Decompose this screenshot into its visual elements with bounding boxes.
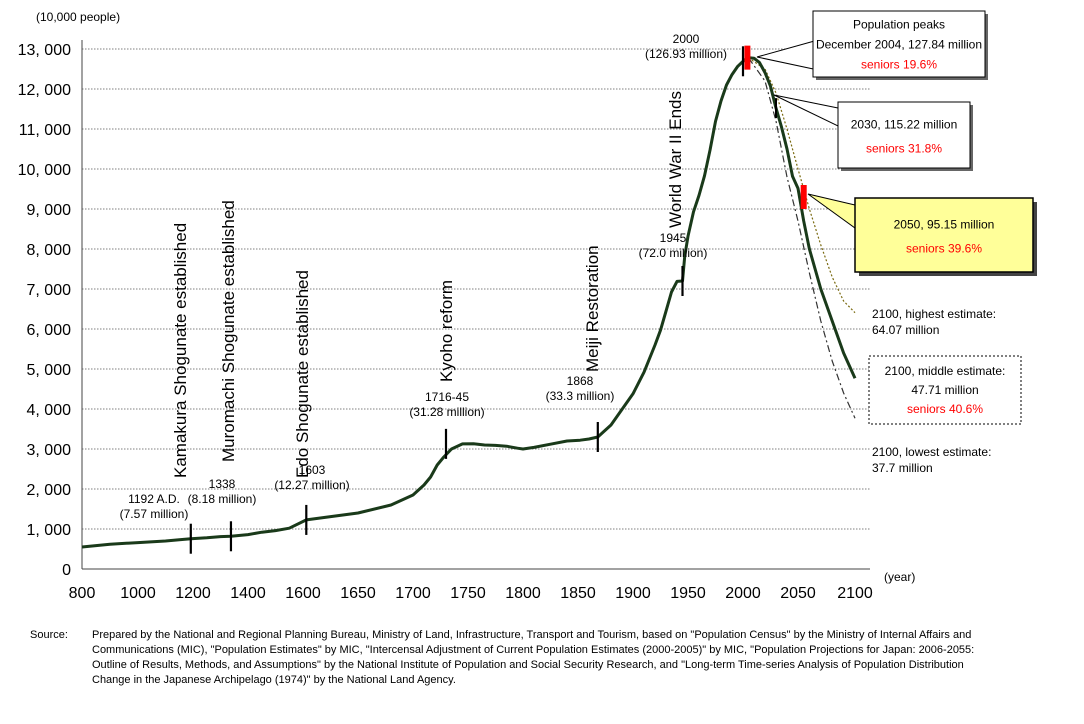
x-tick-label: 1700 [395, 585, 431, 602]
y-tick-label: 13, 000 [18, 42, 71, 59]
x-tick-label: 800 [69, 585, 96, 602]
annotation-text: Population peaks [853, 17, 945, 31]
event-label: Kamakura Shogunate established [171, 223, 190, 478]
callout-pointer [807, 193, 856, 229]
y-tick-label: 1, 000 [27, 522, 72, 539]
red-marker [800, 185, 807, 209]
y-tick-label: 11, 000 [19, 122, 71, 139]
x-tick-label: 1850 [560, 585, 596, 602]
y-tick-label: 10, 000 [18, 162, 71, 179]
x-tick-label: 1900 [615, 585, 651, 602]
annotation-seniors: seniors 39.6% [906, 241, 982, 255]
annotation-seniors: seniors 31.8% [866, 141, 942, 155]
x-tick-label: 1800 [505, 585, 541, 602]
y-tick-label: 4, 000 [27, 402, 72, 419]
event-note: 1945 [660, 231, 687, 245]
callout-pointer [756, 39, 819, 71]
x-tick-label: 1000 [120, 585, 156, 602]
y-tick-label: 3, 000 [27, 442, 72, 459]
y-tick-label: 9, 000 [27, 202, 72, 219]
event-label: World War II Ends [666, 91, 685, 228]
event-note: (7.57 million) [120, 507, 189, 521]
y-tick-label: 6, 000 [27, 322, 72, 339]
event-note: (12.27 million) [274, 478, 349, 492]
x-tick-label: 1950 [670, 585, 706, 602]
annotation-box [854, 197, 1034, 273]
source-text: Prepared by the National and Regional Pl… [92, 629, 975, 686]
annotation-text: 47.71 million [911, 383, 978, 397]
source-label: Source: [30, 629, 68, 641]
x-tick-label: 1750 [450, 585, 486, 602]
annotation-box [837, 101, 971, 169]
x-tick-label: 2100 [837, 585, 873, 602]
high-estimate-line [748, 57, 856, 314]
main-population-line [81, 56, 857, 549]
y-tick-label: 0 [62, 562, 71, 579]
population-chart: 0 1, 000 2, 000 3, 000 4, 000 5, 000 6, 000 7, … [18, 10, 1037, 602]
red-marker [744, 45, 751, 70]
x-tick-label: 1400 [230, 585, 266, 602]
low-estimate-line [748, 57, 856, 419]
annotation-text: 2050, 95.15 million [894, 217, 995, 231]
event-note: 1716-45 [425, 390, 469, 404]
event-label: Edo Shogunate established [293, 270, 312, 478]
event-label: Meiji Restoration [583, 245, 602, 372]
y-tick-label: 7, 000 [27, 282, 72, 299]
x-unit-label: (year) [884, 570, 915, 584]
event-note: 1338 [209, 477, 236, 491]
annotation-text: 2100, highest estimate: [872, 307, 996, 321]
event-label: Muromachi Shogunate established [219, 200, 238, 462]
event-note: (33.3 million) [546, 389, 615, 403]
x-tick-label: 2050 [780, 585, 816, 602]
event-note: (126.93 million) [645, 47, 727, 61]
annotation-text: 2030, 115.22 million [851, 117, 958, 131]
event-note: 1603 [299, 463, 326, 477]
x-tick-label: 1200 [175, 585, 211, 602]
annotation-text: 37.7 million [872, 461, 933, 475]
y-tick-label: 2, 000 [27, 482, 72, 499]
x-tick-label: 2000 [725, 585, 761, 602]
callout-pointer [773, 94, 839, 127]
event-note: 1192 A.D. [128, 492, 180, 506]
annotation-box [868, 355, 1022, 425]
event-note: (8.18 million) [188, 492, 257, 506]
event-note: (31.28 million) [409, 405, 484, 419]
event-label: Kyoho reform [437, 280, 456, 382]
annotation-seniors: seniors 19.6% [861, 57, 937, 71]
annotation-text: December 2004, 127.84 million [816, 37, 982, 51]
annotation-seniors: seniors 40.6% [907, 402, 983, 416]
event-note: 1868 [567, 374, 594, 388]
x-tick-label: 1600 [285, 585, 321, 602]
y-tick-label: 5, 000 [27, 362, 72, 379]
x-tick-label: 1650 [340, 585, 376, 602]
y-tick-label: 8, 000 [27, 242, 72, 259]
annotation-box [812, 10, 986, 78]
annotation-text: 2100, lowest estimate: [872, 445, 991, 459]
annotation-text: 2100, middle estimate: [885, 364, 1006, 378]
event-note: 2000 [673, 32, 700, 46]
y-unit-label: (10,000 people) [36, 10, 120, 24]
y-tick-label: 12, 000 [18, 82, 71, 99]
event-note: (72.0 million) [639, 246, 708, 260]
annotation-text: 64.07 million [872, 323, 939, 337]
